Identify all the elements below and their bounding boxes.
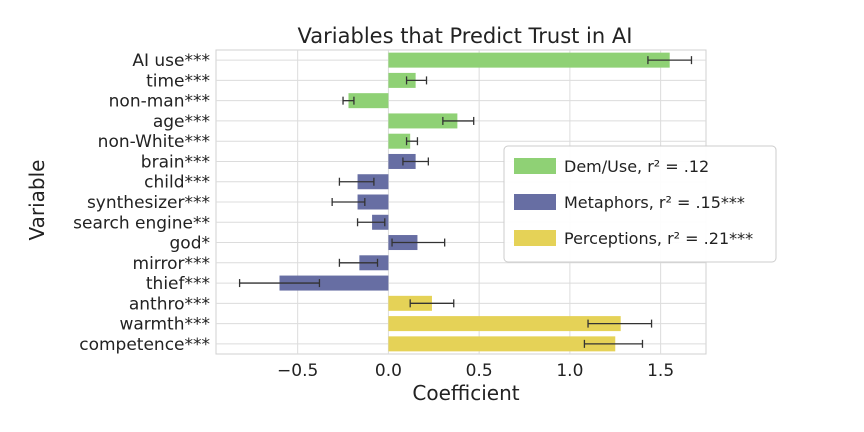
chart-title: Variables that Predict Trust in AI xyxy=(298,24,633,48)
legend: Dem/Use, r² = .12 Metaphors, r² = .15*** P… xyxy=(503,145,777,263)
y-tick-label: non-man*** xyxy=(109,92,210,112)
x-tick-label: −0.5 xyxy=(277,361,318,381)
legend-swatch xyxy=(514,194,556,210)
bar xyxy=(388,133,411,149)
y-tick-label: time*** xyxy=(146,71,210,91)
legend-swatch xyxy=(514,230,556,246)
y-tick-label: mirror*** xyxy=(133,254,210,274)
y-axis-label: Variable xyxy=(25,160,49,241)
legend-label: Dem/Use, r² = .12 xyxy=(564,157,709,176)
x-axis-label: Coefficient xyxy=(412,381,519,405)
bar xyxy=(348,93,389,109)
bar xyxy=(388,336,616,352)
y-tick-label: competence*** xyxy=(79,335,210,355)
bar xyxy=(388,52,670,68)
y-tick-label: warmth*** xyxy=(119,315,210,335)
y-tick-labels: AI use***time***non-man***age***non-Whit… xyxy=(73,51,210,355)
y-tick-label: search engine** xyxy=(73,213,210,233)
x-tick-label: 1.5 xyxy=(647,361,674,381)
legend-label: Metaphors, r² = .15*** xyxy=(564,193,745,212)
bar xyxy=(388,153,416,169)
y-tick-label: child*** xyxy=(144,173,210,193)
y-tick-label: AI use*** xyxy=(132,51,210,71)
legend-swatch xyxy=(514,158,556,174)
bar xyxy=(388,316,621,332)
y-tick-label: age*** xyxy=(153,112,210,132)
y-tick-label: god* xyxy=(170,234,210,254)
bar xyxy=(388,113,458,129)
y-tick-label: brain*** xyxy=(141,152,210,172)
error-bars xyxy=(238,56,693,348)
x-tick-labels: −0.5 0.0 0.5 1.0 1.5 xyxy=(277,361,674,381)
x-tick-label: 1.0 xyxy=(556,361,583,381)
bar xyxy=(279,275,389,291)
legend-label: Perceptions, r² = .21*** xyxy=(564,229,753,248)
legend-box xyxy=(503,145,777,263)
bar xyxy=(388,72,416,88)
y-tick-label: synthesizer*** xyxy=(87,193,210,213)
x-tick-label: 0.0 xyxy=(375,361,402,381)
y-tick-label: non-White*** xyxy=(98,132,210,152)
y-tick-label: anthro*** xyxy=(129,294,210,314)
x-tick-label: 0.5 xyxy=(466,361,493,381)
y-tick-label: thief*** xyxy=(146,274,210,294)
